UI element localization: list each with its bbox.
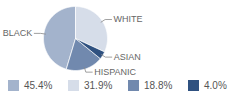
svg-text:BLACK: BLACK (3, 28, 33, 38)
html-text:45.4%: 45.4% (24, 79, 53, 91)
svg-text:WHITE: WHITE (113, 14, 142, 24)
html-text:4.0%: 4.0% (204, 79, 227, 91)
svg-text:ASIAN: ASIAN (114, 52, 141, 62)
svg-text:HISPANIC: HISPANIC (94, 67, 136, 75)
html-text:31.9%: 31.9% (84, 79, 113, 91)
html-text:18.8%: 18.8% (144, 79, 173, 91)
